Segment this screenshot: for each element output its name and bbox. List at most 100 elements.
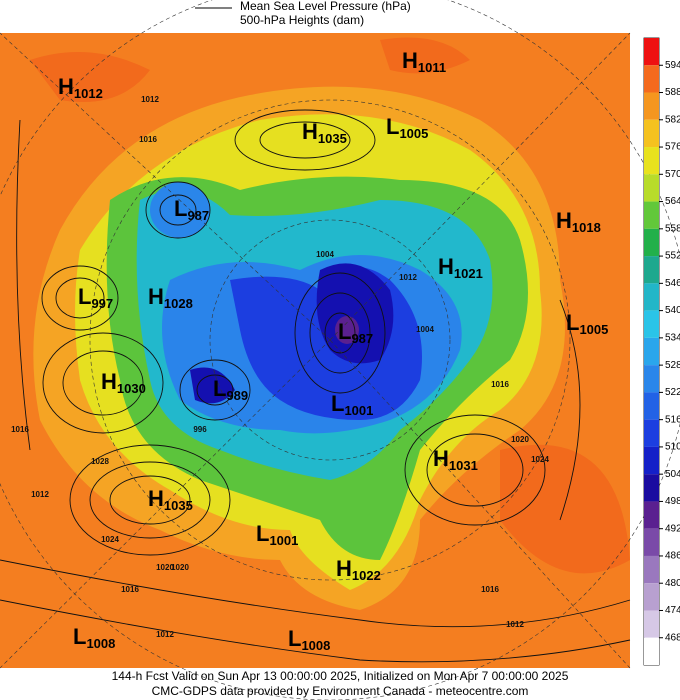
colorbar-cell: [644, 283, 659, 311]
isobar-label: 1024: [101, 535, 119, 544]
colorbar-label: 552: [665, 251, 680, 262]
colorbar-cell: [644, 610, 659, 638]
colorbar-label: 582: [665, 114, 680, 125]
pressure-center: H1022: [336, 556, 381, 584]
center-value: 987: [351, 331, 373, 346]
colorbar-label: 540: [665, 305, 680, 316]
center-letter: L: [73, 624, 86, 649]
center-letter: H: [402, 48, 418, 73]
colorbar-cell: [644, 474, 659, 502]
pressure-center: L1001: [256, 521, 298, 549]
colorbar-cell: [644, 583, 659, 611]
colorbar-cell: [644, 392, 659, 420]
isobar-label: 1012: [506, 620, 524, 629]
center-value: 987: [187, 208, 209, 223]
pressure-center: L1008: [73, 624, 115, 652]
center-letter: L: [331, 391, 344, 416]
colorbar-label: 594: [665, 60, 680, 71]
center-value: 1005: [579, 322, 608, 337]
pressure-center: L997: [78, 284, 113, 312]
colorbar-cell: [644, 228, 659, 257]
center-letter: H: [58, 74, 74, 99]
pressure-center: H1011: [402, 48, 446, 76]
colorbar-cell: [644, 119, 659, 148]
center-letter: H: [556, 208, 572, 233]
colorbar-cell: [644, 337, 659, 366]
center-value: 1008: [86, 636, 115, 651]
colorbar-cell: [644, 174, 659, 202]
isobar-label: 1020: [511, 435, 529, 444]
colorbar-label: 528: [665, 360, 680, 371]
isobar-label: 1028: [91, 457, 109, 466]
colorbar-label: 516: [665, 414, 680, 425]
colorbar-label: 588: [665, 87, 680, 98]
pressure-center: L987: [338, 319, 373, 347]
center-value: 1011: [418, 60, 446, 75]
center-letter: L: [174, 196, 187, 221]
isobar-label: 1016: [139, 135, 157, 144]
isobar-label: 1012: [141, 95, 159, 104]
center-letter: L: [78, 284, 91, 309]
center-value: 1012: [74, 86, 103, 101]
colorbar-label: 486: [665, 551, 680, 562]
footer-line-2: CMC-GDPS data provided by Environment Ca…: [152, 684, 529, 698]
center-letter: H: [148, 486, 164, 511]
isobar-label: 1004: [416, 325, 434, 334]
center-value: 1031: [449, 458, 478, 473]
colorbar-label: 492: [665, 523, 680, 534]
center-letter: L: [213, 376, 226, 401]
center-letter: L: [256, 521, 269, 546]
colorbar-cell: [644, 365, 659, 393]
pressure-center: H1031: [433, 446, 478, 474]
pressure-center: H1028: [148, 284, 193, 312]
center-letter: L: [566, 310, 579, 335]
pressure-center: H1035: [302, 119, 347, 147]
colorbar-cell: [644, 446, 659, 475]
pressure-center: L987: [174, 196, 209, 224]
isobar-label: 1012: [399, 273, 417, 282]
colorbar-cell: [644, 310, 659, 338]
colorbar-label: 504: [665, 469, 680, 480]
colorbar-cell: [644, 65, 659, 93]
isobars: [0, 109, 631, 663]
colorbar-cell: [644, 501, 659, 529]
center-letter: L: [338, 319, 351, 344]
colorbar-cell: [644, 201, 659, 229]
footer-line-1: 144-h Fcst Valid on Sun Apr 13 00:00:00 …: [112, 669, 569, 683]
colorbar-label: 570: [665, 169, 680, 180]
pressure-center: H1012: [58, 74, 103, 102]
height-zone-498: [190, 263, 394, 404]
center-letter: H: [101, 369, 117, 394]
colorbar-cell: [644, 256, 659, 284]
center-letter: L: [386, 114, 399, 139]
legend-line-label: Mean Sea Level Pressure (hPa): [240, 0, 411, 13]
center-value: 1028: [164, 296, 193, 311]
isobar-label: 1020: [171, 563, 189, 572]
isobar-label: 1004: [316, 250, 334, 259]
center-value: 1022: [352, 568, 381, 583]
colorbar-label: 522: [665, 387, 680, 398]
isobar-label: 1012: [31, 490, 49, 499]
colorbar-label: 480: [665, 578, 680, 589]
colorbar-label: 534: [665, 333, 680, 344]
pressure-center: H1021: [438, 254, 483, 282]
pressure-center: L1008: [288, 626, 330, 654]
colorbar-label: 468: [665, 632, 680, 643]
legend-fill-label: 500-hPa Heights (dam): [240, 13, 364, 27]
isobar-label: 1012: [156, 630, 174, 639]
pressure-center: H1035: [148, 486, 193, 514]
colorbar-label: 474: [665, 605, 680, 616]
warm-area: [30, 37, 630, 574]
colorbar-cell: [644, 528, 659, 556]
isobar-label: 1020: [156, 563, 174, 572]
center-value: 1008: [301, 638, 330, 653]
colorbar-label: 510: [665, 442, 680, 453]
pressure-center: H1030: [101, 369, 146, 397]
center-value: 1018: [572, 220, 601, 235]
center-value: 1001: [344, 403, 373, 418]
colorbar-cell: [644, 637, 659, 665]
colorbar-cell: [644, 38, 659, 66]
pressure-center: L1005: [566, 310, 608, 338]
